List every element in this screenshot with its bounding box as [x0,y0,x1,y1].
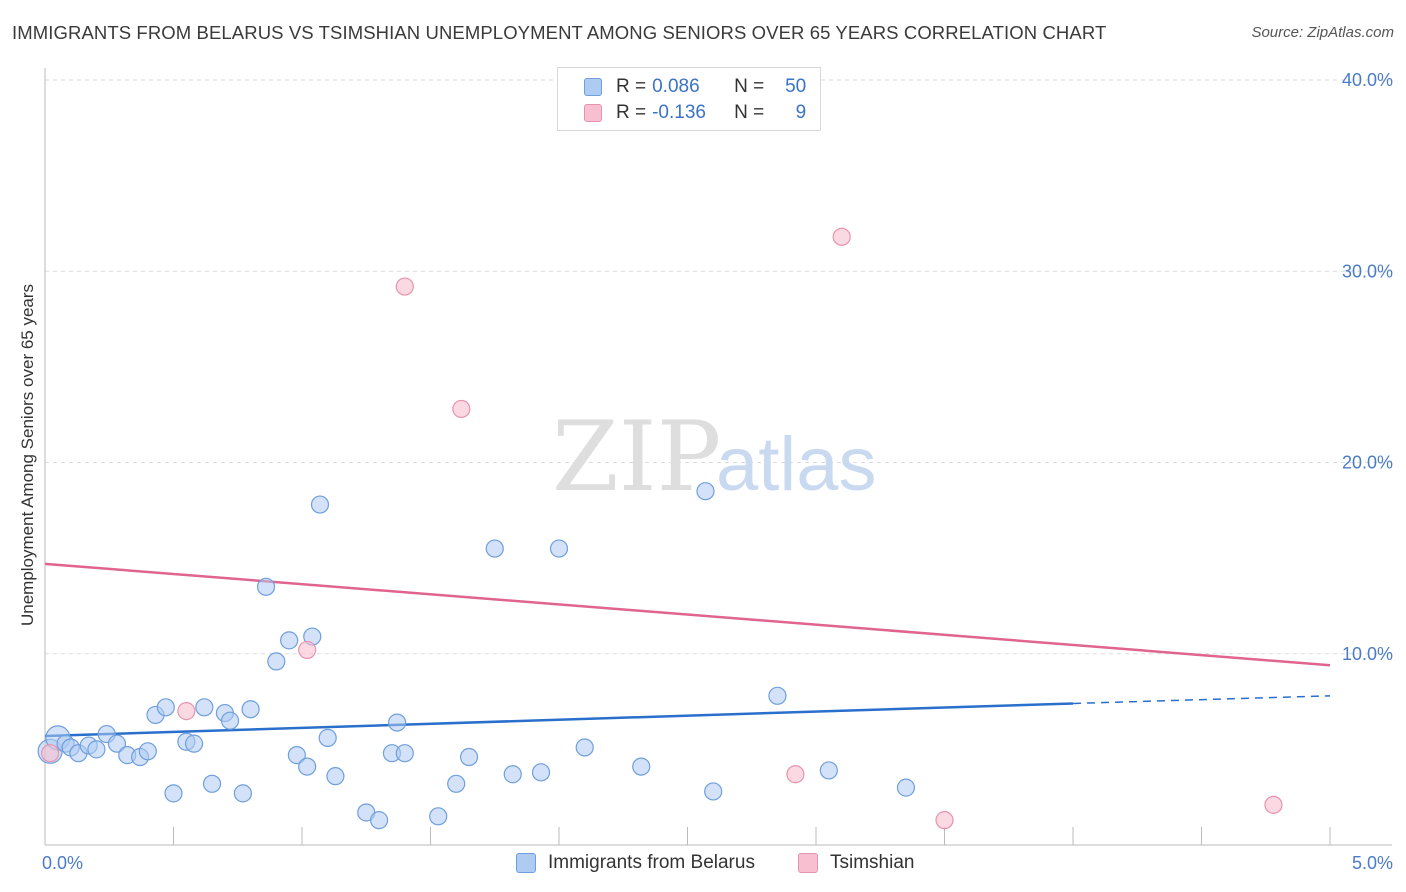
point-tsimshian-4 [452,399,471,419]
point-belarus-18 [202,774,222,793]
point-belarus-14 [164,784,183,803]
x-tick-label-max: 5.0% [1352,853,1393,873]
point-tsimshian-8 [1264,795,1283,814]
point-belarus-24 [267,652,286,671]
watermark-atlas: atlas [716,422,877,507]
belarus-legend-swatch [516,853,536,873]
point-belarus-36 [395,744,414,763]
point-tsimshian-0 [41,744,60,763]
chart-title: IMMIGRANTS FROM BELARUS VS TSIMSHIAN UNE… [12,22,1107,43]
point-belarus-43 [549,539,569,558]
trend-line-tsimshian [44,562,1331,667]
point-belarus-30 [318,728,337,748]
point-belarus-31 [326,767,345,786]
r-label: R = [616,102,647,123]
grid-lines [45,79,1392,655]
r-value-belarus: 0.086 [652,76,700,97]
point-tsimshian-2 [298,640,317,660]
point-belarus-29 [310,495,330,514]
point-belarus-23 [256,577,276,596]
tsimshian-legend-swatch [798,853,818,873]
series-legend: Immigrants from Belarus Tsimshian [0,852,1406,878]
point-belarus-38 [447,774,466,793]
chart-source: Source: ZipAtlas.com [1251,24,1394,41]
axes [44,68,1392,846]
point-tsimshian-7 [935,811,954,830]
trend-lines [44,562,1331,738]
point-belarus-17 [195,698,214,717]
point-belarus-6 [87,740,106,759]
point-belarus-35 [387,713,407,732]
y-tick-label-20: 20.0% [1342,453,1393,473]
n-value-belarus: 50 [785,76,807,97]
n-label: N = [734,102,765,123]
belarus-swatch [584,78,602,96]
point-belarus-44 [575,738,594,757]
legend-item-tsimshian[interactable]: Tsimshian [798,852,914,874]
watermark-zip: ZIP [552,401,721,513]
tick-labels: 10.0% 20.0% 30.0% 40.0% 0.0% 5.0% [42,70,1393,873]
point-belarus-39 [459,747,479,767]
legend-item-belarus[interactable]: Immigrants from Belarus [516,852,755,874]
stats-row-belarus: R = 0.086 N = 50 [584,76,806,98]
point-belarus-42 [531,763,551,782]
point-belarus-22 [241,700,260,719]
trend-line-belarus-extension [1072,695,1331,705]
y-tick-label-30: 30.0% [1342,261,1393,281]
point-belarus-33 [370,811,389,830]
point-belarus-40 [485,539,504,558]
n-value-tsimshian: 9 [795,102,807,123]
point-belarus-21 [233,784,252,803]
y-tick-label-10: 10.0% [1342,644,1393,664]
y-tick-label-40: 40.0% [1342,70,1393,90]
legend-label-tsimshian: Tsimshian [830,852,915,873]
tsimshian-swatch [584,104,602,122]
point-belarus-49 [819,761,838,780]
point-belarus-46 [696,482,715,501]
point-belarus-37 [429,807,448,826]
point-tsimshian-3 [395,277,414,296]
point-belarus-25 [280,631,299,650]
point-tsimshian-1 [177,702,196,721]
point-belarus-13 [156,698,175,717]
x-tick-label-min: 0.0% [42,853,83,873]
point-belarus-48 [768,686,787,705]
n-label: N = [734,76,765,97]
trend-line-belarus [44,702,1074,738]
point-belarus-50 [896,778,916,797]
point-tsimshian-6 [832,227,851,246]
legend-label-belarus: Immigrants from Belarus [548,852,755,873]
point-belarus-47 [704,782,723,801]
stats-row-tsimshian: R = -0.136 N = 9 [584,102,806,124]
r-value-tsimshian: -0.136 [652,102,706,123]
point-belarus-26 [287,746,306,765]
point-belarus-8 [107,734,127,753]
stats-legend: R = 0.086 N = 50 R = -0.136 N = 9 [557,67,821,131]
point-belarus-20 [220,711,240,730]
r-label: R = [616,76,647,97]
data-points [37,227,1283,830]
point-belarus-45 [632,757,651,776]
point-belarus-41 [503,765,522,784]
point-belarus-27 [298,757,317,776]
point-belarus-16 [184,734,204,753]
point-tsimshian-5 [786,765,805,784]
point-belarus-11 [138,742,157,761]
